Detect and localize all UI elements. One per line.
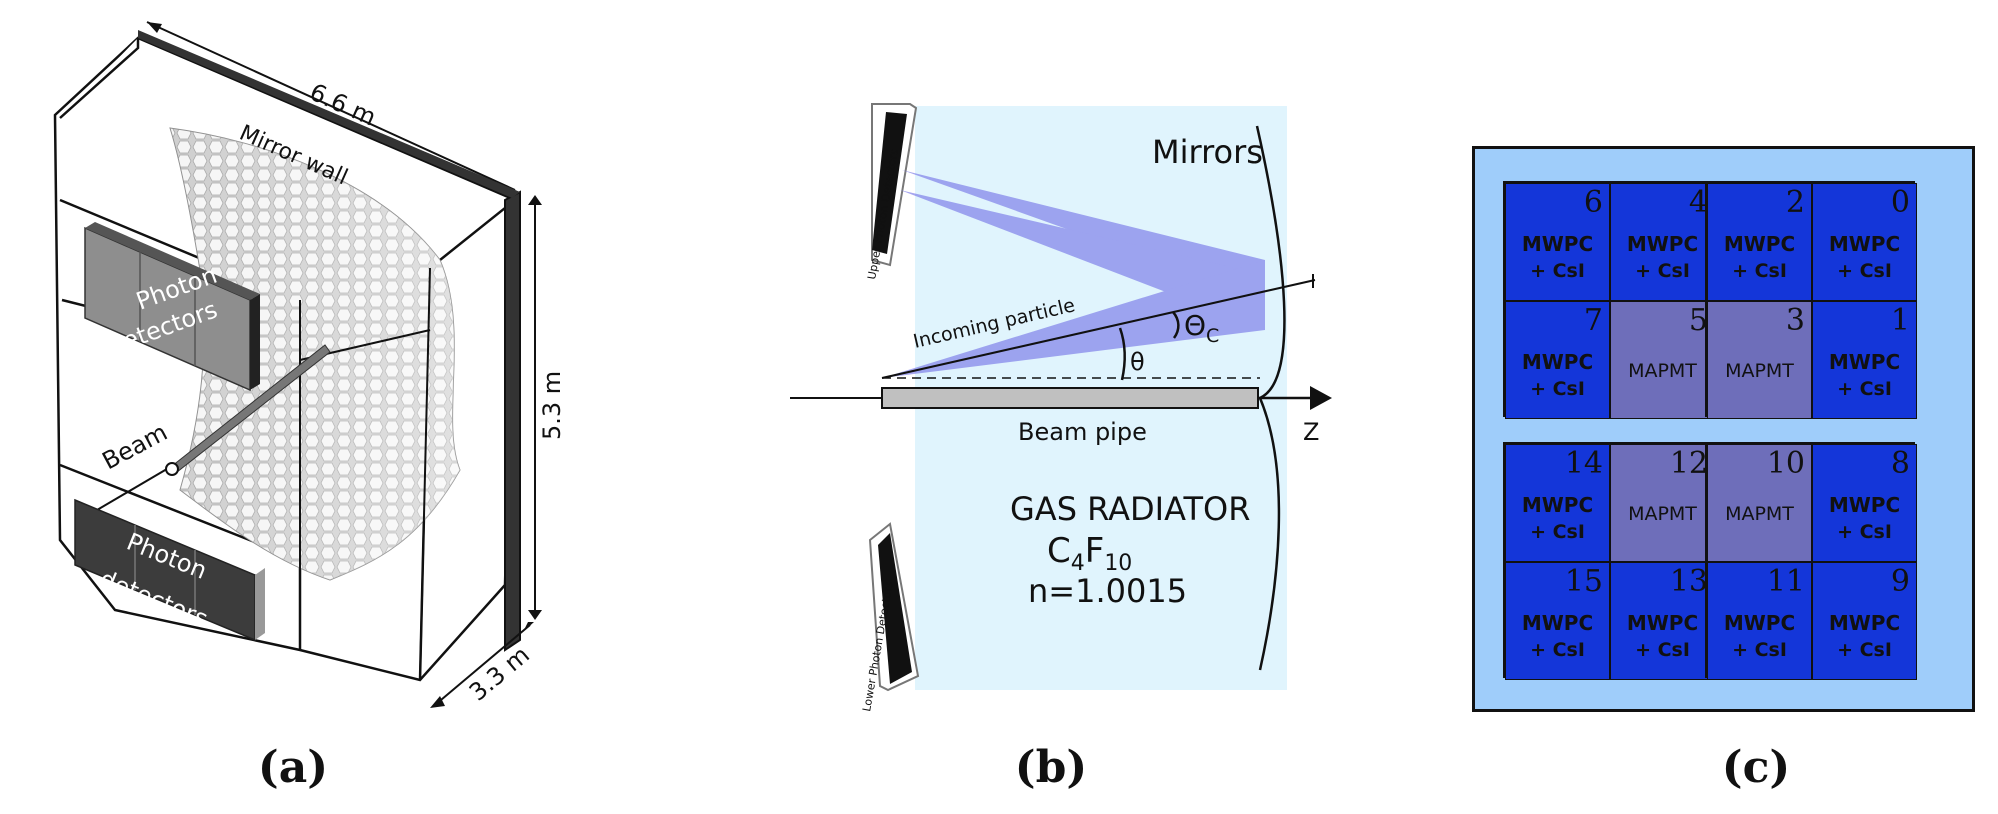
dimension-height: 5.3 m (528, 195, 566, 620)
formula-c: C (1047, 531, 1071, 571)
cell-cathode-label: + CsI (1837, 378, 1892, 400)
caption-a: (a) (257, 742, 329, 793)
cell-cathode-label: + CsI (1732, 639, 1787, 661)
radiator-title: GAS RADIATOR (1010, 490, 1250, 528)
rich-vessel-drawing: 6.6 m Mirror wall (53, 21, 566, 708)
cell-number: 3 (1785, 303, 1805, 338)
radiator-text: GAS RADIATOR C4F10 n=1.0015 (1010, 490, 1250, 610)
detector-cell-mwpc: 8 MWPC + CsI (1812, 444, 1917, 562)
caption-b: (b) (1014, 742, 1088, 793)
lower-photon-detector: Lower Photon Detectors (860, 522, 920, 713)
cell-number: 0 (1890, 185, 1910, 220)
cell-cathode-label: + CsI (1530, 378, 1585, 400)
cell-number: 13 (1669, 564, 1708, 599)
cell-type-label: MWPC (1828, 611, 1901, 635)
cell-type-label: MWPC (1723, 611, 1796, 635)
cell-type-label: MAPMT (1628, 503, 1697, 525)
rich-section-drawing: Upper Photon Detectors Lower Photon Dete… (790, 103, 1332, 713)
cell-type-label: MWPC (1521, 350, 1594, 374)
formula-c-sub: 4 (1071, 551, 1085, 576)
detector-cell-mwpc: 4 MWPC + CsI (1610, 183, 1715, 301)
cell-type-label: MWPC (1521, 611, 1594, 635)
cell-type-label: MAPMT (1628, 360, 1697, 382)
theta-label: θ (1130, 348, 1145, 376)
cell-type-label: MWPC (1828, 493, 1901, 517)
detector-cell-mapmt: 10 MAPMT (1707, 444, 1812, 562)
cell-cathode-label: + CsI (1837, 521, 1892, 543)
angle-marks: θ ΘC (882, 309, 1260, 381)
cell-number: 14 (1564, 446, 1603, 481)
detector-cell-mwpc: 6 MWPC + CsI (1505, 183, 1610, 301)
mirrors-label: Mirrors (1152, 133, 1263, 171)
theta-c-symbol: Θ (1184, 309, 1206, 342)
cell-cathode-label: + CsI (1530, 260, 1585, 282)
panel-b-rich-section: Upper Photon Detectors Lower Photon Dete… (760, 0, 1360, 814)
caption-c: (c) (1721, 742, 1791, 793)
detector-quadrant: 2 MWPC + CsI 0 MWPC + CsI 3 MAPMT 1 MWPC + CsI (1705, 181, 1917, 419)
cell-type-label: MWPC (1626, 611, 1699, 635)
formula-f: F (1085, 531, 1105, 571)
cell-number: 10 (1766, 446, 1805, 481)
cell-cathode-label: + CsI (1635, 639, 1690, 661)
cell-cathode-label: + CsI (1635, 260, 1690, 282)
cell-type-label: MWPC (1626, 232, 1699, 256)
cell-type-label: MWPC (1828, 232, 1901, 256)
cell-type-label: MWPC (1521, 232, 1594, 256)
front-plate (138, 30, 521, 652)
z-axis-label: Z (1303, 418, 1319, 446)
formula-f-sub: 10 (1104, 551, 1132, 576)
cell-number: 4 (1688, 185, 1708, 220)
radiator-index: n=1.0015 (1028, 572, 1187, 610)
detector-cell-mwpc: 15 MWPC + CsI (1505, 562, 1610, 680)
cell-cathode-label: + CsI (1530, 521, 1585, 543)
dim-height-label: 5.3 m (538, 371, 566, 440)
cell-number: 7 (1583, 303, 1603, 338)
cell-number: 8 (1890, 446, 1910, 481)
photon-detector-top: Photon detectors (84, 222, 260, 392)
cell-number: 5 (1688, 303, 1708, 338)
detector-cell-mapmt: 5 MAPMT (1610, 301, 1715, 419)
radiator-formula: C4F10 (1047, 531, 1132, 576)
cell-number: 2 (1785, 185, 1805, 220)
cell-cathode-label: + CsI (1837, 260, 1892, 282)
cell-number: 12 (1669, 446, 1708, 481)
cell-type-label: MWPC (1521, 493, 1594, 517)
cell-number: 6 (1583, 185, 1603, 220)
panel-a-rich-vessel: 6.6 m Mirror wall (0, 0, 660, 814)
detector-quadrant: 10 MAPMT 8 MWPC + CsI 11 MWPC + CsI 9 MWPC + CsI (1705, 442, 1917, 680)
detector-cell-mwpc: 14 MWPC + CsI (1505, 444, 1610, 562)
cell-type-label: MWPC (1828, 350, 1901, 374)
photon-detector-grid: 6 MWPC + CsI 4 MWPC + CsI 7 MWPC + CsI 5 MAPMT 2 MWP… (1472, 146, 1975, 712)
cell-cathode-label: + CsI (1732, 260, 1787, 282)
detector-cell-mwpc: 1 MWPC + CsI (1812, 301, 1917, 419)
detector-cell-mapmt: 12 MAPMT (1610, 444, 1715, 562)
cell-number: 15 (1564, 564, 1603, 599)
detector-cell-mwpc: 11 MWPC + CsI (1707, 562, 1812, 680)
cell-type-label: MWPC (1723, 232, 1796, 256)
cell-type-label: MAPMT (1725, 503, 1794, 525)
cell-number: 1 (1890, 303, 1910, 338)
detector-quadrant: 14 MWPC + CsI 12 MAPMT 15 MWPC + CsI 13 MWPC + CsI (1503, 442, 1715, 680)
panel-c-detector-layout: 6 MWPC + CsI 4 MWPC + CsI 7 MWPC + CsI 5 MAPMT 2 MWP… (1440, 0, 1998, 814)
detector-cell-mapmt: 3 MAPMT (1707, 301, 1812, 419)
detector-cell-mwpc: 0 MWPC + CsI (1812, 183, 1917, 301)
cell-cathode-label: + CsI (1530, 639, 1585, 661)
mirror-wall: Mirror wall (169, 121, 461, 581)
cell-number: 11 (1766, 564, 1805, 599)
detector-quadrant: 6 MWPC + CsI 4 MWPC + CsI 7 MWPC + CsI 5 MAPMT (1503, 181, 1715, 419)
theta-c-subscript: C (1206, 325, 1219, 347)
detector-cell-mwpc: 2 MWPC + CsI (1707, 183, 1812, 301)
cell-number: 9 (1890, 564, 1910, 599)
detector-cell-mwpc: 7 MWPC + CsI (1505, 301, 1610, 419)
cell-cathode-label: + CsI (1837, 639, 1892, 661)
beam-pipe: Z Beam pipe (790, 386, 1332, 446)
cell-type-label: MAPMT (1725, 360, 1794, 382)
theta-c-label: ΘC (1184, 309, 1219, 347)
cherenkov-light-cones (882, 170, 1265, 378)
beam-pipe-label: Beam pipe (1018, 418, 1147, 446)
detector-cell-mwpc: 9 MWPC + CsI (1812, 562, 1917, 680)
detector-cell-mwpc: 13 MWPC + CsI (1610, 562, 1715, 680)
